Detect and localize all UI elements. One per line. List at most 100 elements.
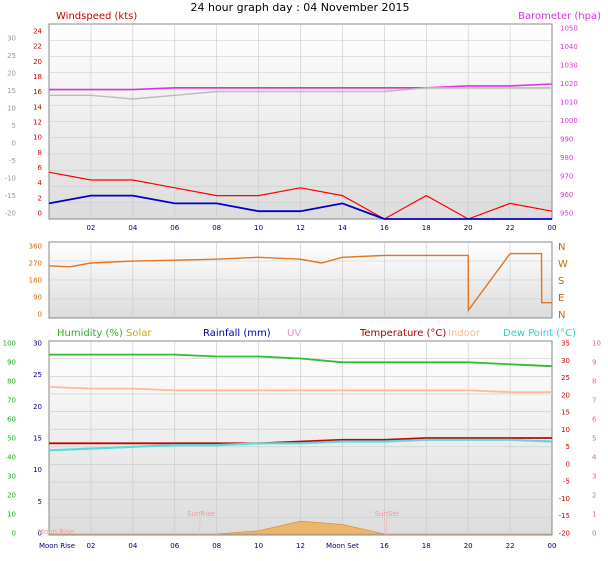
humidity-tick: 30 — [7, 473, 16, 481]
humidity-tick: 80 — [7, 378, 16, 386]
humidity-tick: 20 — [7, 492, 16, 500]
x-tick: 22 — [506, 542, 515, 550]
series-lines — [48, 83, 553, 535]
wind-tick: 4 — [38, 179, 43, 187]
x-tick: 02 — [86, 542, 95, 550]
legend-solar: Solar — [126, 328, 152, 339]
rain-tick: 0 — [38, 530, 42, 538]
uv-tick: 10 — [592, 340, 601, 348]
barometer-tick: 960 — [560, 191, 573, 199]
legend-temperature: Temperature (°C) — [359, 328, 446, 339]
uv-tick: 6 — [592, 416, 597, 424]
temperature-tick: 35 — [561, 340, 570, 348]
outer-left-tick: 5 — [12, 122, 16, 130]
humidity-tick: 0 — [12, 530, 16, 538]
outer-left-tick: 15 — [7, 87, 16, 95]
barometer-tick: 1010 — [560, 99, 578, 107]
barometer-tick: 950 — [560, 210, 573, 218]
temperature-tick: -10 — [559, 495, 570, 503]
humidity-tick: 50 — [7, 435, 16, 443]
barometer-tick: 1020 — [560, 80, 578, 88]
x-tick: 22 — [506, 224, 515, 232]
humidity-tick: 60 — [7, 416, 16, 424]
uv-tick: 2 — [592, 492, 596, 500]
temperature-tick: -20 — [559, 530, 570, 538]
barometer-tick: 980 — [560, 154, 573, 162]
temperature-tick: 0 — [566, 460, 570, 468]
barometer-tick: 1000 — [560, 117, 578, 125]
series-humidity- — [49, 353, 553, 368]
sunrise-label: SunRise — [187, 510, 215, 518]
x-tick: 04 — [128, 224, 137, 232]
barometer-tick: 990 — [560, 136, 573, 144]
direction-tick: 360 — [29, 243, 42, 251]
windspeed-label: Windspeed (kts) — [56, 11, 137, 22]
temperature-tick: -5 — [563, 478, 570, 486]
compass-tick: N — [558, 310, 565, 321]
x-tick: 10 — [254, 224, 263, 232]
series-indoor — [48, 386, 552, 394]
uv-tick: 0 — [592, 530, 596, 538]
x-tick: 00 — [548, 542, 557, 550]
x-tick: 18 — [422, 224, 431, 232]
outer-left-tick: 25 — [7, 52, 16, 60]
humidity-tick: 90 — [7, 359, 16, 367]
compass-tick: S — [558, 276, 564, 287]
uv-tick: 9 — [592, 359, 596, 367]
x-tick: Moon Set — [326, 542, 359, 550]
outer-left-tick: -15 — [5, 192, 16, 200]
uv-tick: 3 — [592, 473, 596, 481]
uv-tick: 5 — [592, 435, 596, 443]
barometer-tick: 1030 — [560, 62, 578, 70]
compass-tick: E — [558, 293, 564, 304]
compass-tick: W — [558, 259, 568, 270]
rain-tick: 15 — [33, 435, 42, 443]
wind-tick: 0 — [38, 210, 42, 218]
x-tick: 04 — [128, 542, 137, 550]
wind-tick: 18 — [33, 73, 42, 81]
wind-tick: 16 — [33, 88, 42, 96]
temperature-tick: 30 — [561, 357, 570, 365]
direction-tick: 270 — [29, 260, 42, 268]
series-dew-point-c- — [48, 438, 553, 452]
barometer-label: Barometer (hpa) — [518, 11, 601, 22]
wind-tick: 24 — [33, 28, 42, 36]
temperature-tick: -15 — [559, 512, 570, 520]
x-tick: 16 — [380, 224, 389, 232]
uv-tick: 1 — [592, 511, 596, 519]
outer-left-tick: 30 — [7, 35, 16, 43]
temperature-tick: 20 — [561, 391, 570, 399]
outer-left-tick: -10 — [5, 175, 16, 183]
legend-rainfall: Rainfall (mm) — [203, 328, 271, 339]
series-temperature-c- — [49, 437, 552, 445]
x-tick: Moon Rise — [39, 542, 75, 550]
x-tick: 20 — [464, 542, 473, 550]
x-tick: 12 — [296, 224, 305, 232]
outer-left-tick: 20 — [7, 70, 16, 78]
direction-tick: 90 — [33, 294, 42, 302]
x-tick: 12 — [296, 542, 305, 550]
x-tick: 02 — [86, 224, 95, 232]
legend-humidity: Humidity (%) — [57, 328, 123, 339]
outer-left-tick: 0 — [12, 140, 16, 148]
series-barometer — [49, 83, 553, 91]
rain-tick: 30 — [33, 340, 42, 348]
wind-tick: 8 — [38, 149, 42, 157]
wind-tick: 6 — [38, 164, 43, 172]
outer-left-tick: -5 — [9, 157, 16, 165]
temperature-tick: 5 — [566, 443, 570, 451]
x-tick: 06 — [170, 542, 179, 550]
series-wind-avg — [48, 194, 552, 220]
uv-tick: 7 — [592, 397, 596, 405]
x-tick: 06 — [170, 224, 179, 232]
legend-indoor: Indoor — [448, 328, 481, 339]
wind-tick: 12 — [33, 119, 42, 127]
x-tick: 08 — [212, 542, 221, 550]
x-tick: 18 — [422, 542, 431, 550]
wind-tick: 20 — [33, 58, 42, 66]
uv-tick: 4 — [592, 454, 597, 462]
direction-tick: 0 — [38, 311, 42, 319]
x-tick: 10 — [254, 542, 263, 550]
sunset-label: SunSet — [375, 510, 400, 518]
